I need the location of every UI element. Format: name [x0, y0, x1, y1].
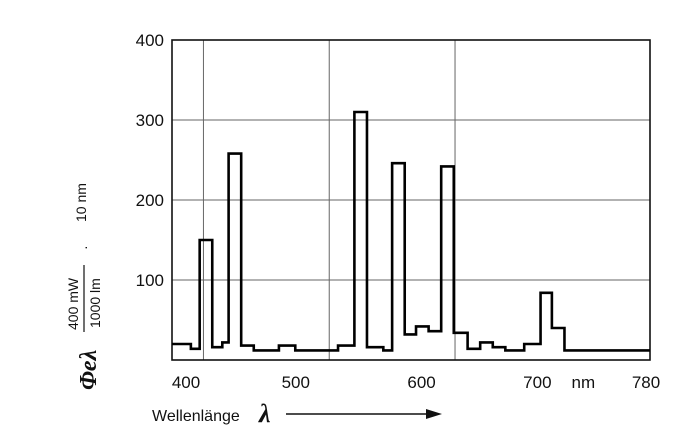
y-tick-labels: 100 200 300 400 — [136, 31, 164, 290]
x-tick-label: nm — [572, 373, 596, 392]
x-tick-label: 400 — [172, 373, 200, 392]
y-axis-per-unit: 10 nm — [73, 183, 89, 222]
series-spectrum-line — [172, 110, 650, 352]
y-axis-quantity: Φeλ — [76, 349, 102, 390]
y-tick-label: 400 — [136, 31, 164, 50]
x-axis-arrow-head — [426, 409, 442, 419]
grid-lines — [172, 40, 650, 360]
y-tick-label: 200 — [136, 191, 164, 210]
x-tick-label: 600 — [407, 373, 435, 392]
y-tick-label: 300 — [136, 111, 164, 130]
y-axis-dot: · — [77, 245, 93, 250]
x-tick-labels: 400 500 600 700 nm 780 — [172, 373, 660, 392]
y-tick-label: 100 — [136, 271, 164, 290]
y-axis-label: Φeλ 400 mW 1000 lm · 10 nm — [65, 183, 103, 390]
x-axis-label: Wellenlänge λ — [152, 399, 442, 428]
x-tick-label: 500 — [282, 373, 310, 392]
y-axis-fraction-denominator: 1000 lm — [87, 278, 103, 328]
x-tick-label: 700 — [523, 373, 551, 392]
plot-frame — [171, 39, 651, 361]
x-tick-label: 780 — [632, 373, 660, 392]
y-axis-fraction-numerator: 400 mW — [65, 277, 81, 330]
x-axis-label-text: Wellenlänge — [152, 408, 240, 425]
x-axis-label-symbol: λ — [258, 399, 271, 428]
